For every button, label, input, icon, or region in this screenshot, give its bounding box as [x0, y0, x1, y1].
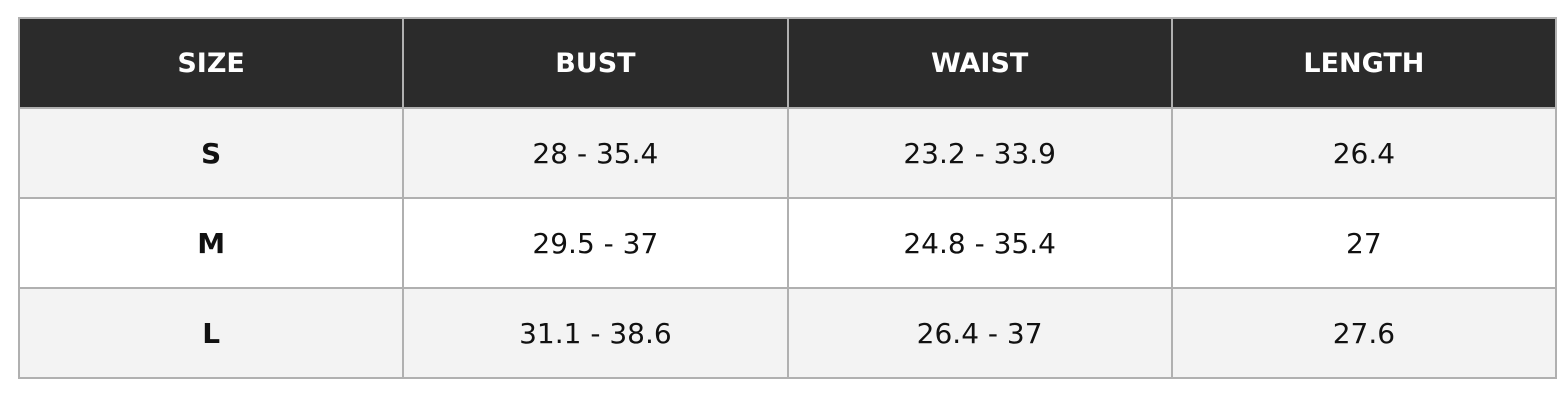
table-row: L 31.1 - 38.6 26.4 - 37 27.6 [17, 287, 1558, 379]
measure-cell: 28 - 35.4 [402, 107, 789, 199]
measure-cell: 24.8 - 35.4 [786, 197, 1173, 289]
header-cell: WAIST [786, 17, 1173, 109]
measure-cell: 26.4 - 37 [786, 287, 1173, 379]
measure-cell: 27 [1170, 197, 1558, 289]
table-row: M 29.5 - 37 24.8 - 35.4 27 [17, 197, 1558, 289]
size-cell: M [17, 197, 405, 289]
size-table: SIZE BUST WAIST LENGTH S 28 - 35.4 23.2 - 33.… [17, 17, 1558, 379]
measure-cell: 23.2 - 33.9 [786, 107, 1173, 199]
measure-cell: 31.1 - 38.6 [402, 287, 789, 379]
measure-cell: 26.4 [1170, 107, 1558, 199]
size-cell: S [17, 107, 405, 199]
measure-cell: 29.5 - 37 [402, 197, 789, 289]
size-cell: L [17, 287, 405, 379]
header-cell: LENGTH [1170, 17, 1558, 109]
table-body: S 28 - 35.4 23.2 - 33.9 26.4 M 29.5 - 37 24.8 … [17, 107, 1558, 379]
header-row: SIZE BUST WAIST LENGTH [17, 17, 1558, 109]
header-cell: BUST [402, 17, 789, 109]
measure-cell: 27.6 [1170, 287, 1558, 379]
table-row: S 28 - 35.4 23.2 - 33.9 26.4 [17, 107, 1558, 199]
table-head: SIZE BUST WAIST LENGTH [17, 17, 1558, 109]
header-cell: SIZE [17, 17, 405, 109]
